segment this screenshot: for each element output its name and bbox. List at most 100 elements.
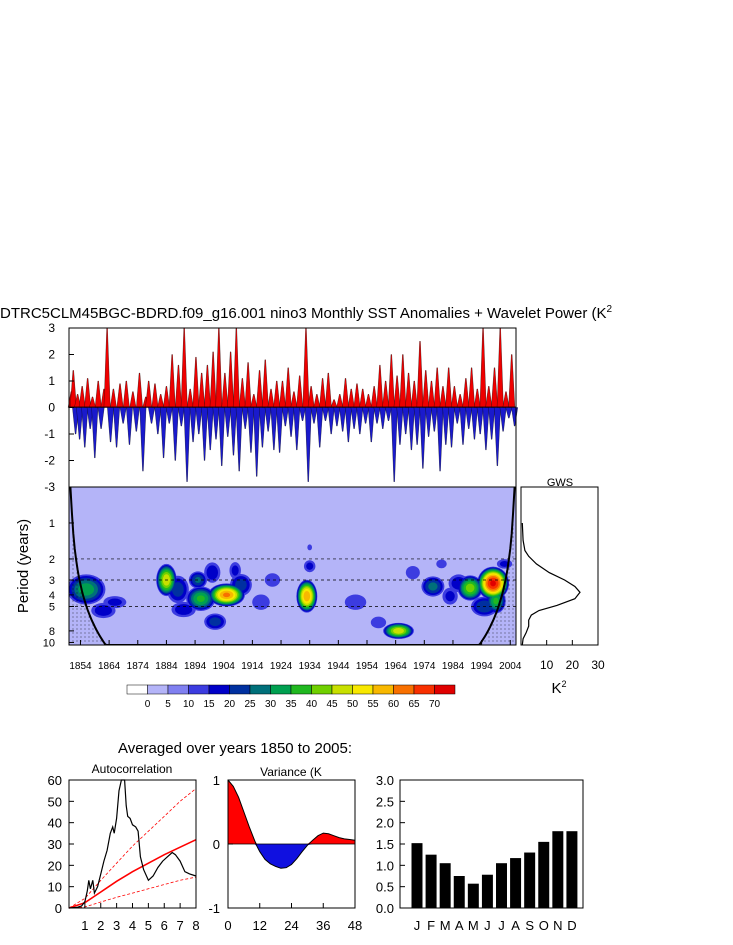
anomaly-spike <box>405 372 412 408</box>
anomaly-spike <box>362 407 369 424</box>
anomaly-panel: 3 2 1 0 -1 -2 -3 <box>44 321 518 494</box>
variance-x-tick-label: J <box>414 918 421 933</box>
anomaly-spike <box>302 327 310 408</box>
autocorrelation-line <box>227 779 356 869</box>
anomaly-spike <box>511 407 518 427</box>
colorbar-swatch <box>311 684 333 695</box>
variance-bar <box>552 831 564 908</box>
wavelet-contour-blob <box>196 595 205 603</box>
wavelet-contour-blob <box>303 591 311 602</box>
ps-x-tick-label: 3 <box>113 918 120 933</box>
anomaly-y-tick-label: 2 <box>48 348 55 362</box>
anomaly-spike <box>241 407 249 429</box>
anomaly-spike <box>373 407 381 424</box>
variance-x-tick-label: A <box>455 918 464 933</box>
anomaly-spike <box>81 407 89 448</box>
wavelet-x-tick-label: 1924 <box>270 661 293 672</box>
anomaly-spike <box>201 407 208 461</box>
anomaly-spike <box>479 327 487 408</box>
power-spectrum-y-axis: 60 50 40 30 20 10 0 <box>48 773 74 916</box>
anomaly-spike <box>347 388 355 408</box>
anomaly-spike <box>287 407 295 437</box>
wavelet-x-tick-label: 2004 <box>499 661 522 672</box>
power-spectrum-title: Autocorrelation <box>92 762 173 776</box>
anomaly-spike <box>488 407 496 440</box>
anomaly-spike <box>215 327 223 408</box>
gws-x-tick-label: 30 <box>591 658 605 672</box>
anomaly-spike <box>232 327 240 408</box>
anomaly-spike <box>413 407 421 445</box>
ps-x-tick-label: 2 <box>97 918 104 933</box>
ps-y-tick-label: 60 <box>48 773 62 788</box>
colorbar-label: 0 <box>145 699 151 710</box>
anomaly-spike <box>227 351 234 408</box>
wavelet-contour-blob <box>94 605 112 616</box>
anomaly-spike <box>448 407 455 448</box>
anomaly-spike <box>473 388 481 408</box>
anomaly-spike <box>471 407 478 440</box>
anomaly-spike <box>259 407 266 448</box>
colorbar-swatch <box>229 684 251 695</box>
wavelet-y-tick-label: 3 <box>49 575 55 587</box>
anomaly-spike <box>276 407 283 453</box>
anomaly-spike <box>78 386 86 408</box>
variance-bar <box>538 841 550 908</box>
wavelet-contour-blob <box>370 616 387 629</box>
colorbar-swatch <box>352 684 374 695</box>
ps-x-tick-label: 8 <box>192 918 199 933</box>
var-y-tick-label: 1.5 <box>376 837 394 852</box>
ps-y-tick-label: 10 <box>48 880 62 895</box>
anomaly-spike <box>456 394 464 408</box>
ac-x-tick-label: 48 <box>348 918 362 933</box>
anomaly-spike <box>336 394 344 408</box>
colorbar-swatch <box>126 684 148 695</box>
anomaly-spike <box>180 327 188 408</box>
wavelet-contour-blob <box>172 582 184 597</box>
colorbar-label: 30 <box>265 699 277 710</box>
anomaly-spike <box>365 394 372 408</box>
anomaly-spike <box>235 407 243 472</box>
figure-title: DTRC5CLM45BGC-BDRD.f09_g16.001 nino3 Mon… <box>0 304 613 322</box>
wavelet-contour-blob <box>493 597 499 605</box>
variance-bar <box>524 852 536 908</box>
variance-bar <box>467 883 479 908</box>
anomaly-spike <box>330 399 338 408</box>
wavelet-contour-blob <box>393 628 404 634</box>
upper-significance-curve <box>68 788 197 909</box>
anomaly-y-axis: 3 2 1 0 -1 -2 -3 <box>44 321 74 494</box>
anomaly-spike <box>264 407 272 432</box>
anomaly-spike <box>296 375 304 408</box>
anomaly-spike <box>494 407 501 466</box>
anomaly-spike <box>84 378 91 408</box>
variance-bar <box>425 854 437 908</box>
anomaly-spike <box>333 407 341 427</box>
colorbar-label: 60 <box>388 699 400 710</box>
anomaly-spike <box>425 407 432 437</box>
wavelet-x-tick-label: 1894 <box>184 661 207 672</box>
wavelet-contour-blob <box>405 565 420 580</box>
var-y-tick-label: 2.0 <box>376 816 394 831</box>
gws-x-tick-label: 20 <box>566 658 580 672</box>
colorbar-swatch <box>249 684 271 695</box>
anomaly-spike <box>256 370 263 408</box>
ac-x-tick-label: 0 <box>224 918 231 933</box>
lower-significance-curve <box>68 876 197 909</box>
autocorrelation-positive-area <box>228 780 355 844</box>
gws-panel: GWS 10 20 30 K2 <box>520 477 605 697</box>
anomaly-spike <box>97 407 105 429</box>
wavelet-y-tick-label: 5 <box>49 601 55 613</box>
ps-x-tick-label: 7 <box>177 918 184 933</box>
anomaly-spike <box>113 407 120 448</box>
anomaly-spike <box>116 383 124 408</box>
anomaly-spike <box>353 383 361 408</box>
wavelet-contour-blob <box>235 579 247 591</box>
colorbar-swatch <box>167 684 189 695</box>
wavelet-contour-blob <box>209 617 221 627</box>
wavelet-contour-blob <box>428 582 438 591</box>
wavelet-x-tick-label: 1854 <box>69 661 92 672</box>
anomaly-spike <box>459 407 467 445</box>
